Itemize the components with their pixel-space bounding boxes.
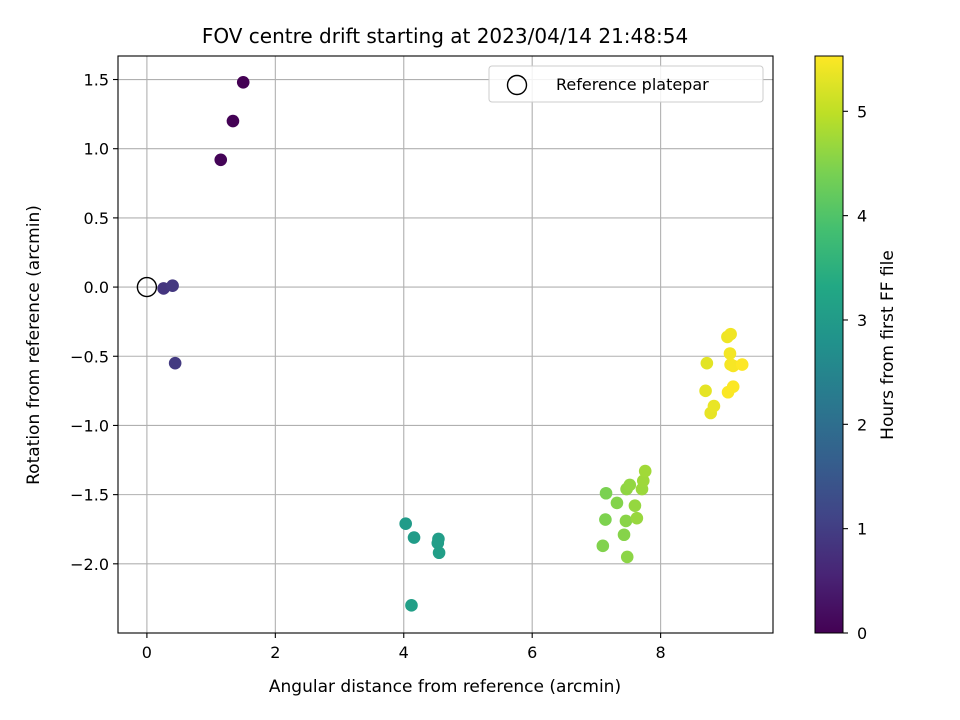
scatter-point — [620, 550, 634, 564]
y-tick-label: 0.0 — [84, 278, 109, 297]
x-axis-ticks: 0 2 4 6 8 — [142, 633, 666, 662]
chart-title: FOV centre drift starting at 2023/04/14 … — [202, 24, 688, 48]
legend-box — [488, 65, 764, 103]
legend-label: Reference platepar — [556, 75, 709, 94]
x-tick-label: 4 — [399, 643, 409, 662]
scatter-point — [610, 496, 624, 510]
scatter-point — [236, 75, 250, 89]
y-tick-label: −1.0 — [70, 416, 109, 435]
plot-frame — [117, 55, 774, 634]
colorbar-tick-label: 0 — [857, 624, 867, 643]
scatter-point — [619, 514, 633, 528]
scatter-point — [407, 531, 421, 544]
x-axis-label: Angular distance from reference (arcmin) — [269, 677, 621, 697]
scatter-point — [699, 384, 712, 398]
scatter-point — [599, 513, 612, 526]
scatter-point — [735, 358, 749, 371]
scatter-point — [405, 599, 418, 612]
scatter-point — [226, 114, 240, 128]
y-tick-label: 1.0 — [84, 140, 109, 159]
scatter-point — [214, 153, 228, 167]
y-tick-label: −2.0 — [70, 555, 109, 574]
x-tick-label: 6 — [527, 643, 537, 662]
legend: Reference platepar — [488, 65, 764, 103]
scatter-point — [431, 536, 445, 550]
scatter-point — [623, 478, 637, 492]
scatter-point — [596, 539, 610, 553]
scatter-point — [700, 356, 714, 370]
colorbar-tick-label: 1 — [857, 520, 867, 539]
colorbar-label: Hours from first FF file — [878, 250, 898, 440]
y-tick-label: 0.5 — [84, 209, 109, 228]
scatter-point — [636, 474, 650, 488]
colorbar-tick-label: 5 — [857, 102, 867, 121]
y-axis-ticks: 1.5 1.0 0.5 0.0 −0.5 −1.0 −1.5 −2.0 — [70, 71, 118, 574]
colorbar-ticks: 0 1 2 3 4 5 — [843, 102, 867, 643]
colorbar — [814, 55, 844, 634]
scatter-point — [168, 356, 182, 370]
scatter-point — [638, 464, 652, 478]
scatter-point — [723, 347, 737, 360]
x-tick-label: 8 — [656, 643, 666, 662]
legend-marker — [506, 74, 528, 96]
scatter-point — [399, 517, 412, 530]
scatter-point — [432, 546, 446, 560]
scatter-point — [707, 399, 721, 413]
y-tick-label: 1.5 — [84, 71, 109, 90]
reference-platepar-marker — [136, 276, 158, 298]
y-tick-label: −0.5 — [70, 347, 109, 366]
y-tick-label: −1.5 — [70, 486, 109, 505]
plot-area — [118, 56, 773, 633]
y-axis-label: Rotation from reference (arcmin) — [24, 205, 44, 485]
scatter-point — [726, 380, 740, 394]
colorbar-tick-label: 2 — [857, 415, 867, 434]
colorbar-tick-label: 3 — [857, 311, 867, 330]
scatter-point — [628, 499, 642, 513]
scatter-point — [599, 486, 613, 500]
scatter-points — [157, 75, 749, 612]
x-tick-label: 2 — [270, 643, 280, 662]
scatter-point — [630, 511, 644, 525]
colorbar-tick-label: 4 — [857, 207, 867, 226]
x-tick-label: 0 — [142, 643, 152, 662]
scatter-point — [166, 279, 179, 292]
scatter-point — [617, 528, 631, 542]
scatter-point — [724, 327, 737, 341]
grid-lines — [118, 56, 773, 633]
